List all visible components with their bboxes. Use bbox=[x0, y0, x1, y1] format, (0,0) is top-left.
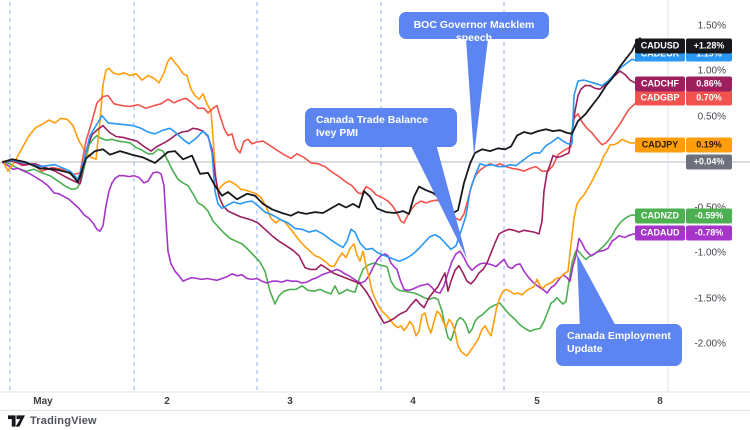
change-value: 0.86% bbox=[686, 76, 732, 92]
series-line-CADEUR[interactable] bbox=[2, 50, 658, 263]
price-flag-CADAUD[interactable]: CADAUD -0.78% bbox=[635, 225, 732, 241]
symbol-label: CADUSD bbox=[635, 38, 685, 54]
series-line-CADJPY[interactable] bbox=[2, 56, 651, 357]
x-axis-label: 3 bbox=[287, 396, 293, 407]
y-axis-tick: -2.00% bbox=[694, 338, 726, 350]
tradingview-logo[interactable]: TradingView bbox=[8, 414, 97, 428]
tradingview-logo-icon bbox=[8, 414, 25, 427]
series-line-CADCHF[interactable] bbox=[2, 70, 659, 324]
x-axis-label: 8 bbox=[657, 396, 663, 407]
symbol-label: CADNZD bbox=[635, 208, 685, 224]
annotation-employment-update[interactable]: Canada Employment Update bbox=[556, 324, 682, 366]
x-axis-label: 4 bbox=[410, 396, 416, 407]
symbol-label: CADAUD bbox=[635, 225, 685, 241]
change-value: 0.19% bbox=[686, 137, 732, 153]
series-line-CADAUD[interactable] bbox=[2, 162, 653, 294]
y-axis-tick: 0.50% bbox=[697, 111, 726, 122]
price-flag-CADGBP[interactable]: CADGBP 0.70% bbox=[635, 90, 732, 106]
change-value: +1.28% bbox=[686, 38, 732, 54]
price-flag-CADNZD[interactable]: CADNZD -0.59% bbox=[635, 208, 732, 224]
price-flag-CADCHF[interactable]: CADCHF 0.86% bbox=[635, 76, 732, 92]
x-axis-label: 5 bbox=[534, 396, 540, 407]
x-axis-label: 2 bbox=[164, 396, 170, 407]
change-value: -0.78% bbox=[686, 225, 732, 241]
price-flag-CADUSD[interactable]: CADUSD +1.28% bbox=[635, 38, 732, 54]
symbol-label: CADJPY bbox=[635, 137, 685, 153]
change-value: +0.04% bbox=[686, 154, 732, 170]
change-value: -0.59% bbox=[686, 208, 732, 224]
series-line-CADNZD[interactable] bbox=[2, 134, 653, 342]
footer-bar: TradingView bbox=[0, 410, 750, 430]
x-axis-label: May bbox=[33, 396, 53, 407]
tradingview-logo-text: TradingView bbox=[30, 414, 97, 427]
symbol-label: CADCHF bbox=[635, 76, 685, 92]
price-flag-CADJPY[interactable]: CADJPY 0.19% bbox=[635, 137, 732, 153]
y-axis-tick: 1.00% bbox=[697, 65, 726, 77]
last-value-flag[interactable]: +0.04% bbox=[686, 154, 732, 170]
y-axis-tick: -1.50% bbox=[694, 293, 726, 304]
change-value: 0.70% bbox=[686, 90, 732, 106]
y-axis-tick: -0.50% bbox=[694, 202, 726, 213]
annotation-boc-speech[interactable]: BOC Governor Macklem speech bbox=[399, 12, 549, 44]
symbol-label: CADGBP bbox=[635, 90, 685, 106]
chart-canvas[interactable] bbox=[0, 0, 750, 410]
y-axis-tick: -1.00% bbox=[694, 247, 726, 259]
series-line-CADUSD[interactable] bbox=[2, 37, 660, 217]
y-axis-tick: 1.50% bbox=[697, 20, 726, 31]
annotation-trade-balance[interactable]: Canada Trade Balance Ivey PMI bbox=[305, 108, 457, 147]
